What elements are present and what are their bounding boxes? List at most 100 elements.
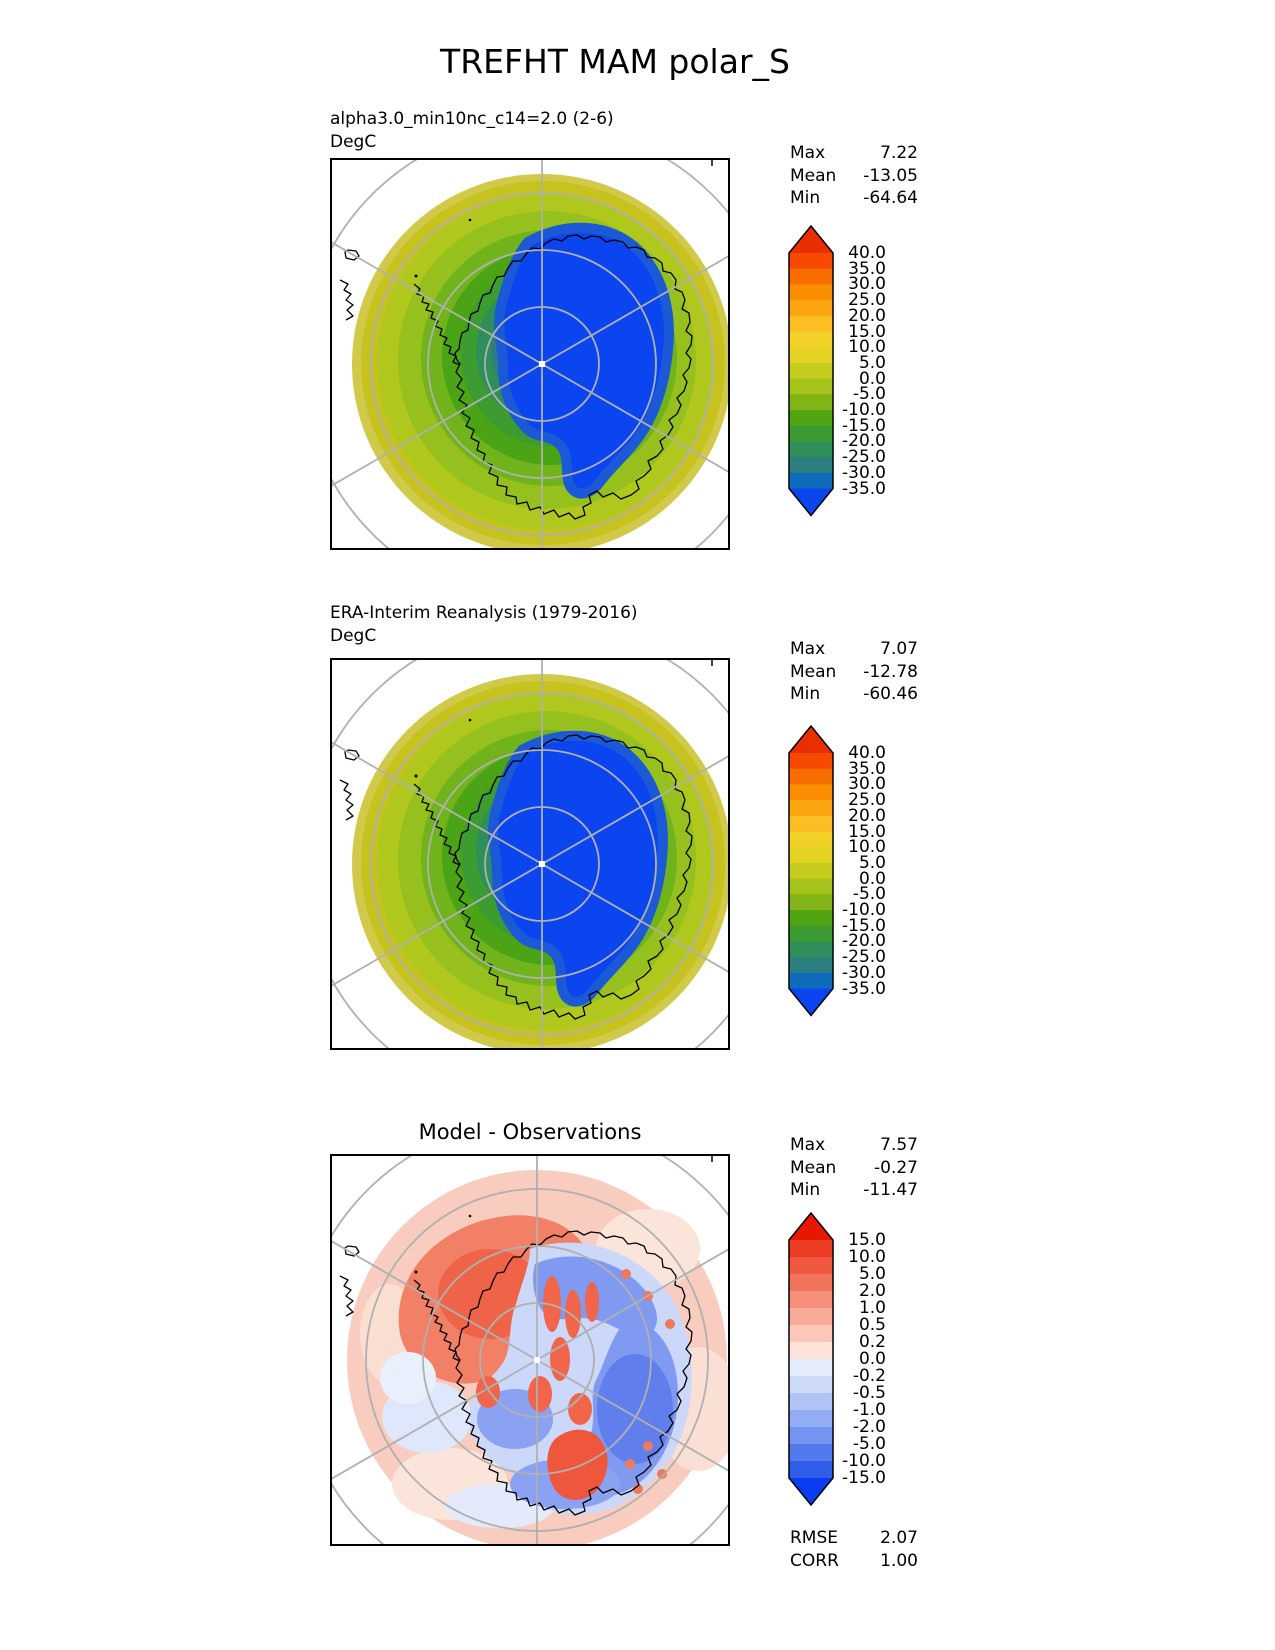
panel1-dataset-label: alpha3.0_min10nc_c14=2.0 (2-6)	[330, 109, 614, 129]
colorbar-tick-label: -15.0	[842, 1468, 886, 1488]
colorbar-tick-label: -10.0	[842, 400, 886, 420]
colorbar-tick-label: -1.0	[852, 1400, 886, 1420]
panel2-units-label: DegC	[330, 626, 377, 646]
colorbar-tick-label: 2.0	[858, 1281, 886, 1301]
colorbar-tick-label: -20.0	[842, 431, 886, 452]
stat-value: 1.00	[880, 1550, 918, 1571]
polar-map-difference	[330, 1154, 730, 1546]
colorbar-tick-label: -0.2	[852, 1366, 886, 1386]
stat-label: Max	[790, 1135, 826, 1155]
colorbar-tick-label: -5.0	[852, 384, 886, 405]
colorbar-bar	[788, 724, 834, 1017]
panel1-stats-block: Max 7.22 Mean -13.05 Min -64.64	[790, 142, 918, 210]
stat-value: -12.78	[863, 661, 918, 682]
stat-row: Max 7.07	[790, 638, 918, 661]
colorbar-tick-label: -35.0	[842, 478, 886, 499]
colorbar-tick-label: -35.0	[842, 978, 886, 999]
stat-value: 7.07	[880, 639, 918, 659]
stat-value: 2.07	[880, 1528, 918, 1548]
colorbar-tick-label: 0.0	[858, 368, 886, 389]
colorbar-tick-label: -5.0	[852, 884, 886, 905]
colorbar-tick-label: -20.0	[842, 931, 886, 952]
colorbar-tick-label: -15.0	[842, 415, 886, 436]
colorbar-tick-label: -5.0	[852, 1434, 886, 1454]
colorbar-tick-label: 10.0	[848, 337, 886, 358]
figure-title: TREFHT MAM polar_S	[440, 42, 790, 81]
colorbar-tick-label: 0.0	[858, 1349, 886, 1369]
stat-row: Min -64.64	[790, 187, 918, 210]
colorbar-tick-label: 0.2	[858, 1332, 886, 1352]
colorbar-tick-label: 5.0	[858, 352, 886, 373]
colorbar-tick-label: 30.0	[848, 274, 886, 295]
stat-label: RMSE	[790, 1528, 839, 1548]
colorbar-tick-label: -30.0	[842, 962, 886, 983]
colorbar-tick-label: 40.0	[848, 743, 886, 763]
panel1-map	[330, 158, 730, 550]
panel3-colorbar: 15.0 10.0 5.0 2.0 1.0 0.5 0.2 0.0 -0.2 -0.5 -1.0 -2…	[788, 1211, 898, 1511]
panel2-stats-block: Max 7.07 Mean -12.78 Min -60.46	[790, 638, 918, 706]
panel3-stats-block: Max 7.57 Mean -0.27 Min -11.47	[790, 1134, 918, 1202]
colorbar-tick-label: 0.0	[858, 868, 886, 889]
panel1-colorbar: 40.0 35.0 30.0 25.0 20.0 15.0 10.0 5.0 0.0 -5.0 -1…	[788, 224, 898, 522]
colorbar-tick-label: 35.0	[848, 258, 886, 279]
stat-row: CORR 1.00	[790, 1550, 918, 1573]
colorbar-tick-label: -30.0	[842, 462, 886, 483]
colorbar-tick-label: -25.0	[842, 947, 886, 968]
colorbar-tick-label: 20.0	[848, 805, 886, 826]
colorbar-tick-label: 35.0	[848, 758, 886, 779]
panel3-map	[330, 1154, 730, 1546]
colorbar-tick-label: 5.0	[858, 1264, 886, 1284]
stat-value: -11.47	[863, 1180, 918, 1201]
colorbar-tick-label: -15.0	[842, 915, 886, 936]
colorbar-tick-label: -10.0	[842, 900, 886, 920]
colorbar-tick-label: 10.0	[848, 837, 886, 858]
colorbar-tick-label: -25.0	[842, 447, 886, 468]
stat-label: Mean	[790, 165, 837, 186]
colorbar-tick-label: 15.0	[848, 321, 886, 342]
stat-value: -64.64	[863, 188, 918, 209]
colorbar-bar	[788, 224, 834, 517]
stat-value: -0.27	[874, 1157, 918, 1178]
colorbar-tick-label: 20.0	[848, 305, 886, 326]
colorbar-tick-label: 15.0	[848, 1230, 886, 1250]
stat-label: Min	[790, 684, 821, 705]
panel3-title: Model - Observations	[418, 1120, 642, 1144]
stat-row: RMSE 2.07	[790, 1527, 918, 1550]
stat-row: Mean -12.78	[790, 661, 918, 684]
colorbar-tick-label: 1.0	[858, 1298, 886, 1318]
stat-value: -60.46	[863, 684, 918, 705]
stat-label: Max	[790, 639, 826, 659]
stat-value: 7.57	[880, 1135, 918, 1155]
panel3-skill-stats-block: RMSE 2.07 CORR 1.00	[790, 1527, 918, 1572]
stat-label: Min	[790, 1180, 821, 1201]
stat-value: 7.22	[880, 143, 918, 163]
panel2-map	[330, 658, 730, 1050]
colorbar-tick-label: -2.0	[852, 1417, 886, 1437]
stat-label: CORR	[790, 1550, 839, 1571]
stat-row: Mean -13.05	[790, 165, 918, 188]
polar-map-model	[330, 158, 730, 550]
colorbar-bar	[788, 1211, 834, 1507]
colorbar-tick-label: 30.0	[848, 774, 886, 795]
panel2-dataset-label: ERA-Interim Reanalysis (1979-2016)	[330, 603, 638, 623]
stat-label: Mean	[790, 661, 837, 682]
stat-row: Max 7.22	[790, 142, 918, 165]
colorbar-tick-label: 25.0	[848, 790, 886, 811]
stat-row: Mean -0.27	[790, 1157, 918, 1180]
colorbar-tick-label: 40.0	[848, 243, 886, 263]
colorbar-tick-label: -0.5	[852, 1383, 886, 1403]
colorbar-tick-label: -10.0	[842, 1451, 886, 1471]
stat-row: Max 7.57	[790, 1134, 918, 1157]
colorbar-tick-label: 25.0	[848, 290, 886, 311]
colorbar-tick-label: 0.5	[858, 1315, 886, 1335]
stat-label: Mean	[790, 1157, 837, 1178]
colorbar-tick-label: 10.0	[848, 1247, 886, 1267]
colorbar-tick-label: 15.0	[848, 821, 886, 842]
stat-label: Max	[790, 143, 826, 163]
stat-row: Min -11.47	[790, 1179, 918, 1202]
stat-label: Min	[790, 188, 821, 209]
panel1-units-label: DegC	[330, 132, 377, 152]
stat-row: Min -60.46	[790, 683, 918, 706]
colorbar-tick-label: 5.0	[858, 852, 886, 873]
